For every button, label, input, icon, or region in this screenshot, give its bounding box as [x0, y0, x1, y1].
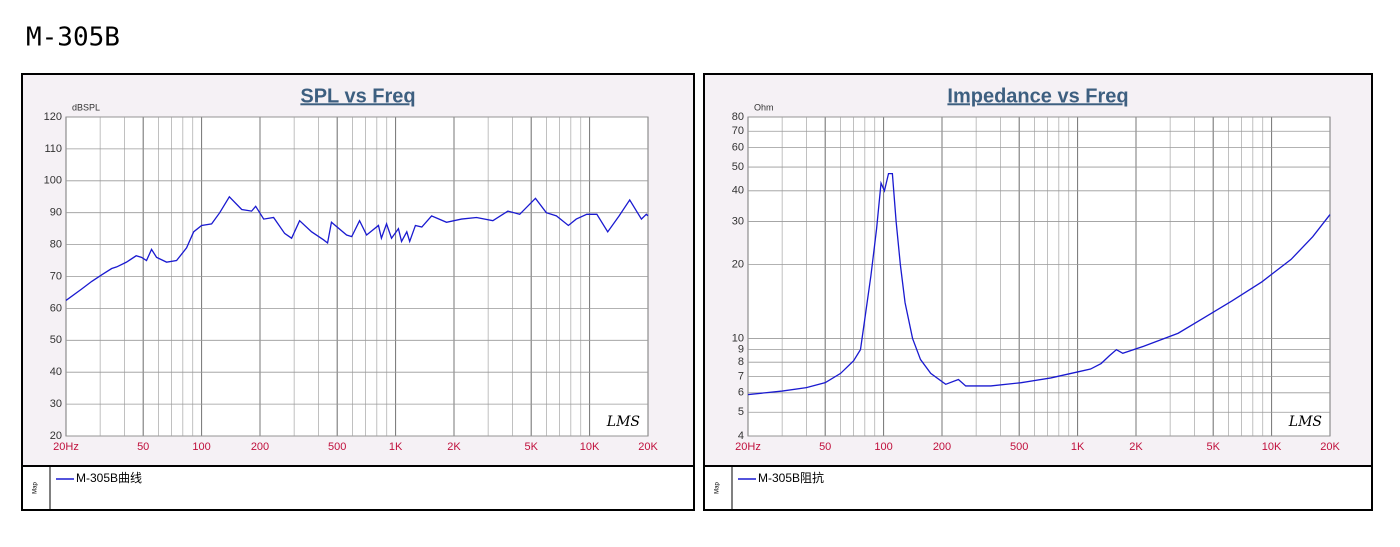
y-tick-label: 70 — [732, 125, 744, 137]
legend-box — [703, 465, 1373, 511]
watermark: LMS — [1288, 414, 1322, 430]
page-title: M-305B — [26, 23, 120, 53]
y-tick-label: 40 — [50, 366, 62, 378]
y-tick-label: 9 — [738, 344, 744, 356]
data-line — [65, 195, 649, 301]
x-tick-label: 20K — [638, 441, 658, 453]
y-tick-label: 4 — [738, 430, 744, 442]
x-tick-label: 100 — [874, 441, 892, 453]
legend-side-label: Map — [33, 482, 39, 494]
y-tick-label: 5 — [738, 406, 744, 418]
y-tick-label: 60 — [50, 302, 62, 314]
y-tick-label: 100 — [44, 175, 62, 187]
y-tick-label: 50 — [732, 161, 744, 173]
y-tick-label: 80 — [50, 239, 62, 251]
y-tick-label: 50 — [50, 334, 62, 346]
x-tick-label: 20Hz — [735, 441, 761, 453]
y-tick-label: 40 — [732, 185, 744, 197]
y-tick-label: 60 — [732, 142, 744, 154]
chart-title: SPL vs Freq — [300, 85, 415, 107]
x-tick-label: 50 — [137, 441, 149, 453]
y-tick-label: 8 — [738, 356, 744, 368]
x-tick-label: 1K — [1071, 441, 1085, 453]
y-unit: dBSPL — [72, 102, 100, 112]
x-tick-label: 2K — [1129, 441, 1143, 453]
y-tick-label: 20 — [50, 430, 62, 442]
y-tick-label: 20 — [732, 259, 744, 271]
x-tick-label: 500 — [1010, 441, 1028, 453]
x-tick-label: 200 — [251, 441, 269, 453]
plot-area — [747, 116, 1331, 437]
x-tick-label: 20K — [1320, 441, 1340, 453]
x-tick-label: 5K — [1206, 441, 1220, 453]
x-tick-label: 500 — [328, 441, 346, 453]
y-tick-label: 70 — [50, 270, 62, 282]
x-tick-label: 1K — [389, 441, 403, 453]
x-tick-label: 100 — [192, 441, 210, 453]
chart-title: Impedance vs Freq — [947, 85, 1128, 107]
legend-box — [21, 465, 695, 511]
x-tick-label: 5K — [524, 441, 538, 453]
y-tick-label: 110 — [44, 143, 62, 155]
y-tick-label: 7 — [738, 370, 744, 382]
x-tick-label: 2K — [447, 441, 461, 453]
y-tick-label: 120 — [44, 111, 62, 123]
y-tick-label: 80 — [732, 111, 744, 123]
legend-label: M-305B阻抗 — [758, 470, 824, 485]
x-tick-label: 20Hz — [53, 441, 79, 453]
y-tick-label: 30 — [50, 398, 62, 410]
x-tick-label: 10K — [580, 441, 600, 453]
legend-side-label: Map — [715, 482, 721, 494]
x-tick-label: 50 — [819, 441, 831, 453]
data-line — [747, 172, 1331, 396]
legend-label: M-305B曲线 — [76, 471, 142, 485]
y-tick-label: 90 — [50, 207, 62, 219]
y-unit: Ohm — [754, 102, 774, 112]
watermark: LMS — [606, 414, 640, 430]
y-tick-label: 6 — [738, 387, 744, 399]
x-tick-label: 10K — [1262, 441, 1282, 453]
y-tick-label: 30 — [732, 215, 744, 227]
x-tick-label: 200 — [933, 441, 951, 453]
y-tick-label: 10 — [732, 332, 744, 344]
